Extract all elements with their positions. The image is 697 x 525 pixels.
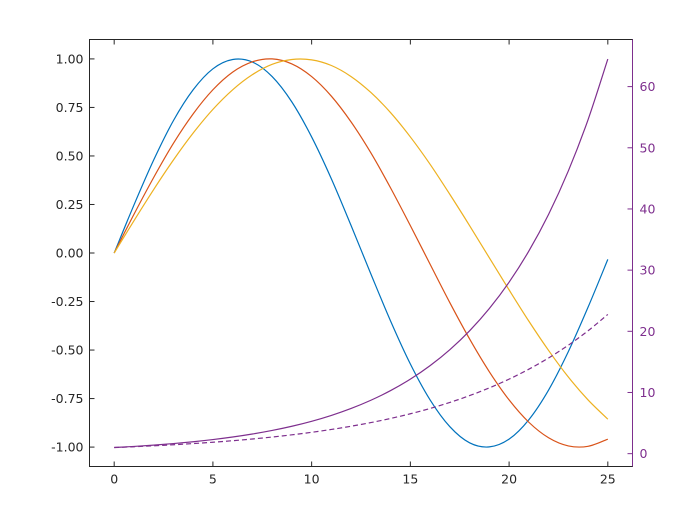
y-left-tick-label: -0.25: [51, 294, 83, 309]
x-tick-label: 0: [110, 472, 118, 487]
x-tick-label: 20: [501, 472, 517, 487]
series-line-2: [113, 58, 609, 420]
y-right-tick-label: 30: [640, 263, 656, 278]
x-tick-label: 5: [209, 472, 217, 487]
y-right-tick-label: 60: [640, 79, 656, 94]
y-left-tick-label: -0.75: [51, 391, 83, 406]
series-line-0: [113, 58, 609, 448]
x-tick-label: 10: [304, 472, 320, 487]
series-line-4: [114, 313, 609, 449]
y-right-tick-label: 50: [640, 140, 656, 155]
y-left-tick-label: 0.50: [56, 148, 84, 163]
y-left-tick-label: -0.50: [51, 343, 83, 358]
x-tick-label: 15: [402, 472, 418, 487]
y-left-tick-label: 1.00: [56, 51, 84, 66]
plot-lines: [113, 58, 609, 449]
y-right-tick-label: 10: [640, 385, 656, 400]
ticks: 0 5 10 15 20 25 1.00 0.75 0.50 0.25 0.00 -0.25 -0.50…: [51, 39, 656, 487]
y-left-tick-label: 0.25: [56, 197, 84, 212]
y-left-tick-label: -1.00: [51, 440, 83, 455]
y-left-tick-label: 0.75: [56, 100, 84, 115]
y-right-tick-label: 40: [640, 201, 656, 216]
y-right-tick-label: 0: [640, 446, 648, 461]
series-line-1: [113, 58, 609, 448]
axes-box: [89, 39, 633, 467]
y-left-tick-label: 0.00: [56, 246, 84, 261]
x-tick-label: 25: [600, 472, 616, 487]
y-right-tick-label: 20: [640, 324, 656, 339]
series-line-3: [114, 58, 609, 449]
